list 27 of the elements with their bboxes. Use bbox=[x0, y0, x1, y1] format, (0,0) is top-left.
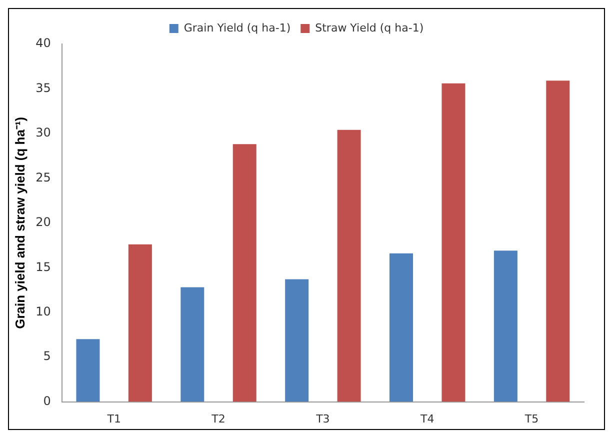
x-tick-label: T2 bbox=[210, 412, 226, 426]
x-tick-label: T3 bbox=[315, 412, 330, 426]
bar bbox=[494, 250, 518, 402]
bar bbox=[337, 130, 361, 402]
y-tick-label: 10 bbox=[36, 304, 51, 318]
bar bbox=[76, 339, 100, 402]
x-tick-label: T5 bbox=[524, 412, 539, 426]
legend-label: Grain Yield (q ha-1) bbox=[184, 21, 291, 34]
bar bbox=[390, 253, 414, 402]
y-axis-title: Grain yield and straw yield (q ha⁻¹) bbox=[12, 116, 28, 329]
bar bbox=[232, 144, 256, 402]
bar bbox=[180, 287, 204, 402]
y-tick-label: 15 bbox=[36, 260, 51, 274]
bar bbox=[442, 83, 466, 402]
y-tick-label: 0 bbox=[43, 394, 51, 408]
y-tick-label: 35 bbox=[36, 80, 51, 95]
bar bbox=[285, 279, 309, 402]
y-tick-label: 40 bbox=[36, 36, 51, 50]
y-tick-label: 30 bbox=[36, 126, 51, 140]
x-tick-label: T4 bbox=[420, 412, 434, 426]
y-tick-label: 5 bbox=[43, 349, 51, 364]
x-tick-label: T1 bbox=[106, 412, 121, 426]
y-tick-label: 25 bbox=[36, 170, 51, 184]
bar bbox=[546, 80, 570, 402]
bar bbox=[128, 244, 152, 402]
legend-label: Straw Yield (q ha-1) bbox=[315, 21, 424, 34]
y-tick-label: 20 bbox=[36, 215, 51, 230]
